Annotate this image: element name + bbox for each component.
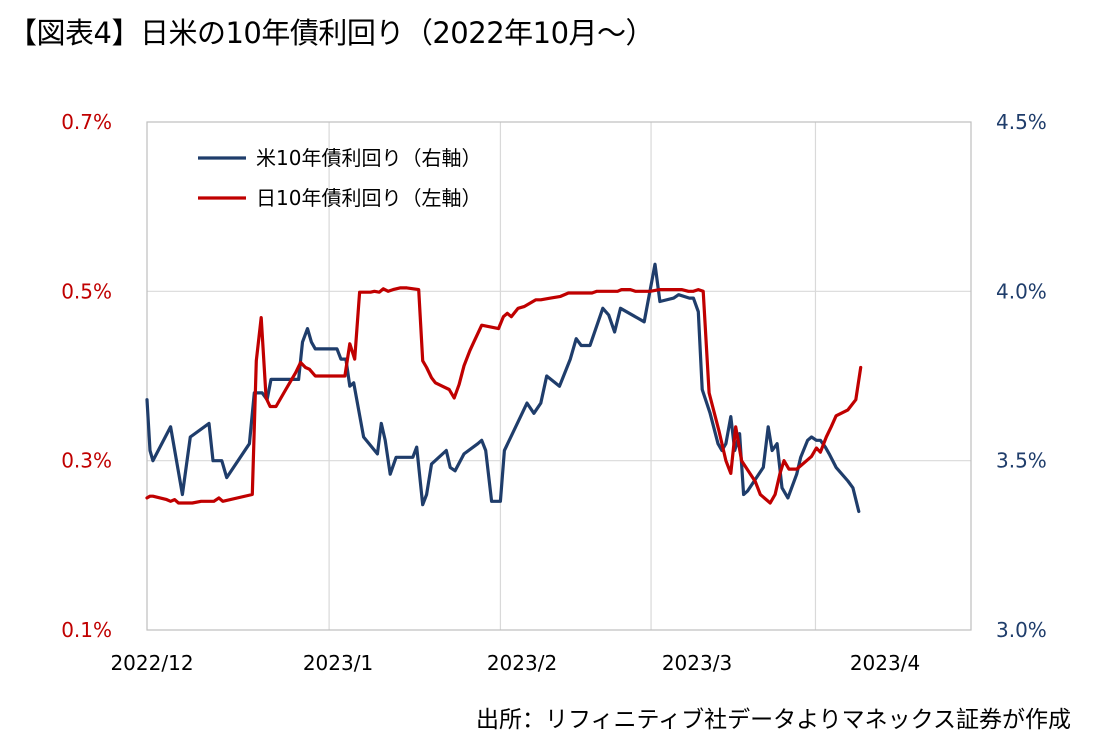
left-tick-label: 0.1% <box>61 618 112 642</box>
chart-title: 【図表4】日米の10年債利回り（2022年10月～） <box>8 16 655 50</box>
left-tick-label: 0.5% <box>61 279 112 303</box>
plot-area-border <box>146 121 972 631</box>
left-axis: 0.1% 0.3% 0.5% 0.7% <box>61 110 112 642</box>
x-tick-label: 2022/12 <box>110 651 193 675</box>
x-tick-label: 2023/3 <box>662 651 732 675</box>
right-tick-label: 3.5% <box>996 449 1047 473</box>
right-tick-label: 4.0% <box>996 279 1047 303</box>
left-tick-label: 0.3% <box>61 449 112 473</box>
x-tick-label: 2023/2 <box>487 651 557 675</box>
source-note: 出所：リフィニティブ社データよりマネックス証券が作成 <box>475 707 1071 733</box>
x-axis: 2022/12 2023/1 2023/2 2023/3 2023/4 <box>110 651 920 675</box>
jp-10y-yield-line <box>145 286 863 505</box>
x-tick-label: 2023/1 <box>303 651 373 675</box>
x-tick-label: 2023/4 <box>850 651 920 675</box>
legend: 米10年債利回り（右軸） 日10年債利回り（左軸） <box>198 146 481 210</box>
right-axis: 3.0% 3.5% 4.0% 4.5% <box>996 110 1047 642</box>
right-tick-label: 3.0% <box>996 618 1047 642</box>
series-layer <box>145 262 863 514</box>
legend-label: 米10年債利回り（右軸） <box>256 146 481 170</box>
legend-label: 日10年債利回り（左軸） <box>256 186 481 210</box>
right-tick-label: 4.5% <box>996 110 1047 134</box>
us-10y-yield-line <box>145 262 861 514</box>
left-tick-label: 0.7% <box>61 110 112 134</box>
